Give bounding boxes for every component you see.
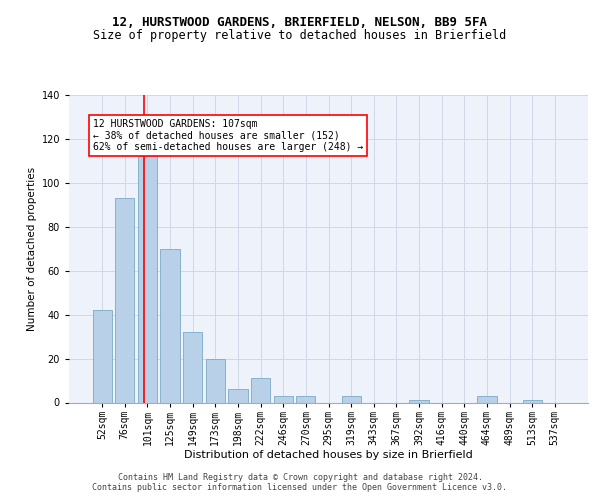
Bar [160, 249, 180, 402]
Bar [477, 396, 497, 402]
Bar [206, 358, 225, 403]
Bar [115, 198, 134, 402]
Bar [296, 396, 316, 402]
Text: Contains HM Land Registry data © Crown copyright and database right 2024.
Contai: Contains HM Land Registry data © Crown c… [92, 473, 508, 492]
Text: 12, HURSTWOOD GARDENS, BRIERFIELD, NELSON, BB9 5FA: 12, HURSTWOOD GARDENS, BRIERFIELD, NELSO… [113, 16, 487, 29]
Bar [523, 400, 542, 402]
X-axis label: Distribution of detached houses by size in Brierfield: Distribution of detached houses by size … [184, 450, 473, 460]
Bar [92, 310, 112, 402]
Bar [251, 378, 270, 402]
Text: 12 HURSTWOOD GARDENS: 107sqm
← 38% of detached houses are smaller (152)
62% of s: 12 HURSTWOOD GARDENS: 107sqm ← 38% of de… [93, 119, 363, 152]
Bar [341, 396, 361, 402]
Bar [138, 148, 157, 402]
Bar [183, 332, 202, 402]
Text: Size of property relative to detached houses in Brierfield: Size of property relative to detached ho… [94, 29, 506, 42]
Bar [229, 390, 248, 402]
Bar [409, 400, 428, 402]
Bar [274, 396, 293, 402]
Y-axis label: Number of detached properties: Number of detached properties [28, 166, 37, 331]
